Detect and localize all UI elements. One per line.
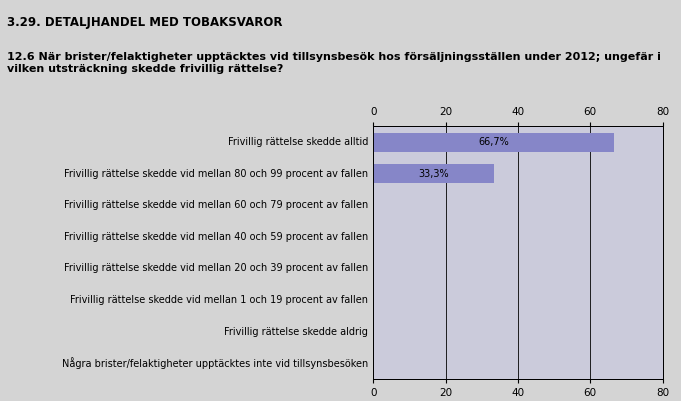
Text: Frivillig rättelse skedde vid mellan 60 och 79 procent av fallen: Frivillig rättelse skedde vid mellan 60 … <box>64 200 368 210</box>
Text: Frivillig rättelse skedde vid mellan 20 och 39 procent av fallen: Frivillig rättelse skedde vid mellan 20 … <box>64 263 368 273</box>
Bar <box>373 133 614 152</box>
Text: 12.6 När brister/felaktigheter upptäcktes vid tillsynsbesök hos försäljningsstäl: 12.6 När brister/felaktigheter upptäckte… <box>7 52 661 74</box>
Text: 3.29. DETALJHANDEL MED TOBAKSVAROR: 3.29. DETALJHANDEL MED TOBAKSVAROR <box>7 16 283 29</box>
Text: Frivillig rättelse skedde vid mellan 40 och 59 procent av fallen: Frivillig rättelse skedde vid mellan 40 … <box>64 232 368 242</box>
Text: Frivillig rättelse skedde alltid: Frivillig rättelse skedde alltid <box>227 137 368 147</box>
Text: 66,7%: 66,7% <box>479 137 509 147</box>
Text: Frivillig rättelse skedde aldrig: Frivillig rättelse skedde aldrig <box>224 326 368 336</box>
Text: Frivillig rättelse skedde vid mellan 80 och 99 procent av fallen: Frivillig rättelse skedde vid mellan 80 … <box>64 169 368 179</box>
Bar <box>373 164 494 183</box>
Text: Några brister/felaktigheter upptäcktes inte vid tillsynsbesöken: Några brister/felaktigheter upptäcktes i… <box>62 357 368 369</box>
Text: Frivillig rättelse skedde vid mellan 1 och 19 procent av fallen: Frivillig rättelse skedde vid mellan 1 o… <box>70 295 368 305</box>
Text: 33,3%: 33,3% <box>418 169 449 179</box>
